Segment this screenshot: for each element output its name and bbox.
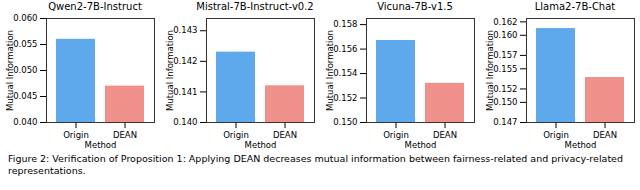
svg-text:Origin: Origin [63, 130, 89, 140]
svg-text:0.140: 0.140 [173, 117, 197, 127]
svg-text:0.156: 0.156 [333, 44, 357, 54]
svg-text:Mutual Information: Mutual Information [325, 30, 335, 111]
svg-text:DEAN: DEAN [593, 130, 617, 140]
html-text:Figure 2: Verification of Prop: Figure 2: Verification of Proposition 1:… [8, 153, 623, 176]
svg-text:0.141: 0.141 [173, 87, 197, 97]
svg-text:Mutual Information: Mutual Information [5, 30, 15, 111]
html-text:Llama2-7B-Chat: Llama2-7B-Chat [534, 1, 616, 12]
svg-text:0.152: 0.152 [493, 84, 517, 94]
svg-text:DEAN: DEAN [433, 130, 457, 140]
svg-text:0.152: 0.152 [333, 93, 357, 103]
html-text:Qwen2-7B-Instruct: Qwen2-7B-Instruct [48, 1, 142, 12]
svg-text:Method: Method [565, 140, 597, 150]
svg-text:0.160: 0.160 [493, 30, 517, 40]
svg-text:0.157: 0.157 [493, 50, 517, 60]
svg-text:0.060: 0.060 [13, 13, 37, 23]
svg-text:Method: Method [405, 140, 437, 150]
svg-text:Origin: Origin [543, 130, 569, 140]
svg-text:DEAN: DEAN [113, 130, 137, 140]
svg-text:0.055: 0.055 [13, 39, 37, 49]
svg-text:Method: Method [245, 140, 277, 150]
svg-text:0.158: 0.158 [333, 19, 357, 29]
svg-text:Origin: Origin [223, 130, 249, 140]
svg-text:0.155: 0.155 [493, 64, 517, 74]
svg-text:0.150: 0.150 [333, 117, 357, 127]
svg-text:0.162: 0.162 [493, 17, 517, 27]
svg-text:0.040: 0.040 [13, 117, 37, 127]
html-text:Vicuna-7B-v1.5: Vicuna-7B-v1.5 [377, 1, 453, 12]
svg-text:Origin: Origin [383, 130, 409, 140]
svg-text:0.147: 0.147 [493, 117, 517, 127]
svg-text:0.143: 0.143 [173, 25, 197, 35]
svg-text:0.142: 0.142 [173, 56, 197, 66]
html-text:Mistral-7B-Instruct-v0.2: Mistral-7B-Instruct-v0.2 [196, 1, 314, 12]
svg-text:DEAN: DEAN [273, 130, 297, 140]
svg-text:Mutual Information: Mutual Information [165, 30, 175, 111]
svg-text:Mutual Information: Mutual Information [485, 30, 495, 111]
svg-text:0.050: 0.050 [13, 65, 37, 75]
svg-text:0.045: 0.045 [13, 91, 37, 101]
svg-text:0.150: 0.150 [493, 97, 517, 107]
svg-text:Method: Method [85, 140, 117, 150]
svg-text:0.154: 0.154 [333, 68, 357, 78]
